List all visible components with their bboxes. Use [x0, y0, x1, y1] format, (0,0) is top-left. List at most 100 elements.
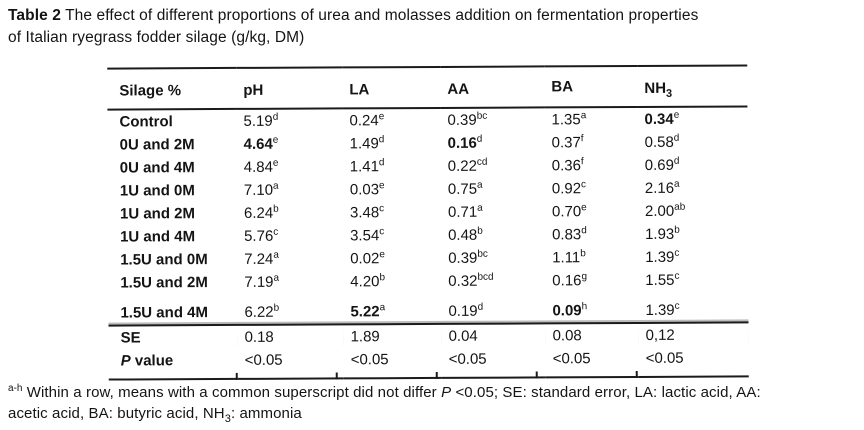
- significance-superscript: e: [581, 202, 587, 214]
- table-row: P value <0.05 <0.05 <0.05 <0.05 <0.05: [109, 346, 749, 379]
- column-divider-tick: [435, 371, 438, 379]
- value-cell: 0.69d: [644, 155, 680, 174]
- row-label: 0U and 4M: [119, 159, 195, 177]
- row-label: 1U and 4M: [120, 228, 196, 246]
- value-cell: 4.20b: [350, 272, 386, 291]
- value-cell: 0.16g: [552, 271, 588, 290]
- table-row: 1U and 0M 7.10a 0.03e 0.75a 0.92c 2.16a: [108, 176, 748, 202]
- significance-superscript: a: [272, 180, 279, 192]
- footnote-text: acetic acid, BA: butyric acid, NH: [8, 405, 225, 422]
- value-cell: 1.39c: [645, 247, 680, 266]
- significance-superscript: a: [673, 178, 680, 190]
- significance-superscript: f: [580, 133, 584, 145]
- significance-superscript: h: [581, 301, 588, 313]
- column-divider-tick: [335, 372, 338, 380]
- table-body: Control 5.19d 0.24e 0.39bc 1.35a 0.34e 0U and …: [107, 106, 749, 379]
- value-cell: <0.05: [645, 349, 684, 367]
- value-cell: <0.05: [350, 351, 389, 369]
- value-cell: 6.24b: [243, 203, 279, 222]
- subscript: 3: [224, 413, 231, 425]
- significance-superscript: e: [378, 111, 385, 123]
- value-cell: 7.10a: [243, 180, 279, 199]
- significance-superscript: c: [674, 270, 680, 282]
- table-row: 1.5U and 0M 7.24a 0.02e 0.39bc 1.11b 1.39c: [108, 245, 748, 271]
- value-cell: 1.41d: [349, 157, 385, 176]
- significance-superscript: c: [580, 179, 587, 191]
- subscript: 3: [666, 87, 673, 100]
- row-label: 0U and 2M: [119, 136, 195, 154]
- significance-superscript: ab: [674, 201, 686, 213]
- table-row: 0U and 4M 4.84e 1.41d 0.22cd 0.36f 0.69d: [108, 153, 748, 179]
- significance-superscript: b: [273, 302, 280, 314]
- significance-superscript: e: [673, 109, 680, 121]
- value-cell: 7.24a: [244, 249, 279, 268]
- column-header: pH: [236, 67, 343, 109]
- footnote-text: : ammonia: [230, 405, 302, 422]
- significance-superscript: e: [378, 180, 385, 192]
- table-row: 1.5U and 2M 7.19a 4.20b 0.32bcd 0.16g 1.55c: [108, 268, 748, 294]
- significance-superscript: a: [476, 179, 483, 191]
- significance-superscript: d: [581, 225, 587, 237]
- value-cell: 1.49d: [349, 134, 385, 153]
- value-cell: 5.76c: [244, 226, 279, 245]
- footnote-superscript-range: a-h: [8, 383, 23, 394]
- value-cell: 0.92c: [551, 179, 587, 198]
- value-cell: 0.16d: [447, 133, 483, 152]
- significance-superscript: b: [580, 248, 586, 260]
- value-cell: 6.22b: [244, 302, 280, 321]
- value-cell: 0.36f: [551, 156, 584, 175]
- significance-superscript: a: [273, 272, 280, 284]
- value-cell: 1.93b: [645, 224, 680, 243]
- value-cell: 0.48b: [448, 225, 483, 244]
- row-label: Control: [119, 113, 173, 131]
- significance-superscript: cd: [476, 156, 488, 168]
- column-divider-tick: [635, 370, 638, 378]
- value-cell: 4.84e: [243, 157, 279, 176]
- significance-superscript: c: [379, 203, 385, 215]
- header-row: Silage % pH LA AA BA NH3: [107, 65, 748, 110]
- significance-superscript: a: [477, 202, 483, 214]
- column-header: BA: [544, 65, 638, 108]
- value-cell: 1.39c: [645, 300, 680, 319]
- row-label: 1.5U and 4M: [120, 304, 209, 322]
- value-cell: 0.08: [545, 322, 639, 348]
- significance-superscript: d: [476, 133, 483, 145]
- significance-superscript: e: [379, 249, 385, 261]
- table-number: Table 2: [8, 7, 61, 24]
- footnote: a-h Within a row, means with a common su…: [8, 382, 860, 425]
- significance-superscript: d: [378, 134, 385, 146]
- value-cell: 0.22cd: [447, 156, 488, 175]
- significance-superscript: c: [674, 300, 680, 312]
- significance-superscript: b: [379, 272, 386, 284]
- significance-superscript: d: [673, 155, 680, 167]
- value-cell: 0.83d: [552, 225, 587, 244]
- table-row: 1.5U and 4M 6.22b 5.22a 0.19d 0.09h 1.39c: [108, 291, 748, 325]
- value-cell: 0.70e: [551, 202, 587, 221]
- significance-superscript: c: [674, 247, 680, 259]
- fermentation-table: Silage % pH LA AA BA NH3 Control 5.19d 0.24e 0.3…: [107, 64, 749, 381]
- column-divider-tick: [235, 372, 238, 380]
- table-row: SE 0.18 1.89 0.04 0.08 0,12: [108, 322, 749, 350]
- value-cell: 7.19a: [244, 272, 280, 291]
- fermentation-table-wrap: Silage % pH LA AA BA NH3 Control 5.19d 0.24e 0.3…: [107, 64, 749, 381]
- row-label: SE: [108, 324, 238, 350]
- value-cell: 0.04: [441, 323, 546, 348]
- table-row: 1U and 4M 5.76c 3.54c 0.48b 0.83d 1.93b: [108, 222, 748, 248]
- value-cell: 0.75a: [447, 179, 483, 198]
- value-cell: 2.00ab: [644, 201, 686, 220]
- value-cell: 0.02e: [350, 249, 385, 268]
- significance-superscript: bcd: [477, 271, 494, 283]
- row-label: 1U and 2M: [119, 205, 196, 223]
- significance-superscript: d: [378, 157, 385, 169]
- significance-superscript: b: [477, 225, 483, 237]
- footnote-italic: P: [441, 384, 452, 401]
- significance-superscript: d: [673, 132, 680, 144]
- value-cell: 0.18: [237, 324, 344, 349]
- value-cell: 5.22a: [350, 302, 386, 321]
- value-cell: 4.64e: [243, 134, 279, 153]
- column-header: Silage %: [107, 67, 237, 110]
- significance-superscript: b: [674, 224, 680, 236]
- value-cell: 0.34e: [644, 109, 680, 128]
- row-label: 1U and 0M: [119, 182, 195, 200]
- table-row: 0U and 2M 4.64e 1.49d 0.16d 0.37f 0.58d: [108, 130, 748, 156]
